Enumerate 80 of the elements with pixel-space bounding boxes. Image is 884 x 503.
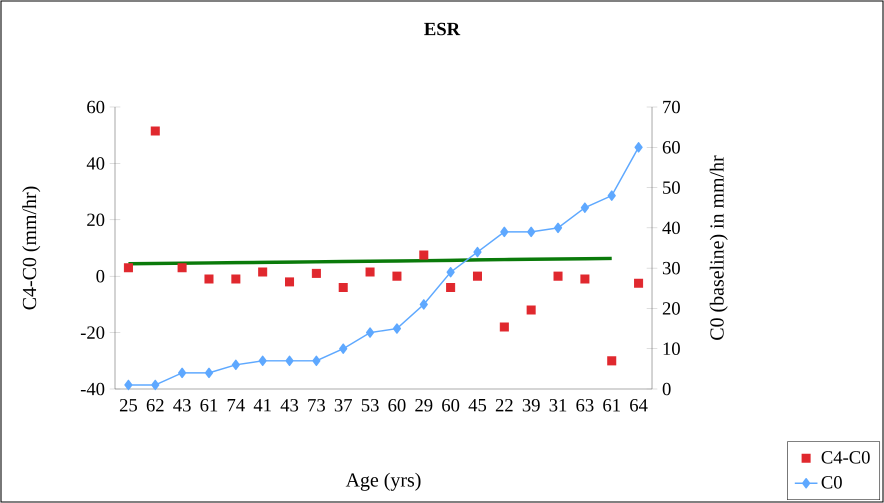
x-tick-label: 63 (576, 399, 594, 412)
legend-label: C0 (822, 476, 842, 489)
point (151, 380, 160, 390)
x-tick-label: 62 (146, 399, 164, 412)
y2-tick-label: 70 (663, 100, 680, 114)
x-tick-label: 53 (362, 399, 379, 412)
point (338, 282, 348, 292)
x-tick-label: 43 (280, 399, 298, 412)
y-axis-title: C4-C0 (mm/hr) (22, 186, 40, 310)
point (285, 356, 294, 366)
x-tick-label: 25 (120, 399, 138, 412)
point (634, 278, 644, 288)
point (178, 263, 187, 272)
y-tick-label: -20 (80, 326, 104, 339)
point (500, 322, 509, 332)
point (634, 142, 643, 153)
point (258, 356, 267, 366)
point (446, 282, 456, 292)
x-tick-label: 60 (388, 399, 406, 412)
point (366, 267, 375, 276)
y-tick-label: -40 (80, 382, 104, 396)
point (527, 226, 536, 238)
x-tick-label: 61 (200, 399, 218, 412)
point (204, 274, 214, 284)
point (580, 274, 590, 284)
x-tick-label: 74 (228, 398, 245, 412)
y-tick-label: 40 (86, 157, 104, 170)
point (204, 368, 214, 378)
point (554, 222, 562, 234)
point (178, 368, 186, 378)
point (258, 267, 268, 276)
point (124, 380, 133, 390)
legend-label: C4-C0 (822, 451, 870, 464)
point (554, 272, 563, 281)
x-tick-label: 45 (468, 398, 486, 412)
point (392, 323, 402, 334)
point (339, 343, 348, 354)
point (312, 268, 321, 278)
chart-title: ESR (424, 22, 460, 36)
point (285, 277, 294, 286)
point (500, 226, 508, 238)
y2-tick-label: 50 (663, 181, 680, 194)
y2-tick-label: 30 (662, 262, 680, 274)
point (420, 299, 428, 310)
point (526, 306, 536, 315)
point (366, 327, 374, 338)
y2-tick-label: 10 (664, 342, 680, 355)
y2-tick-label: 20 (662, 302, 680, 315)
point (472, 272, 482, 281)
y2-axis-title: C0 (baseline) in mm/hr (710, 155, 728, 340)
point (150, 126, 160, 136)
point (231, 274, 240, 284)
x-tick-label: 73 (308, 399, 325, 412)
x-axis-title: Age (yrs) (346, 472, 420, 491)
y2-tick-label: 40 (662, 222, 680, 234)
x-tick-label: 61 (603, 399, 620, 412)
point (419, 250, 428, 260)
point (580, 202, 589, 213)
x-tick-label: 39 (522, 399, 540, 412)
y-tick-label: 20 (87, 214, 104, 226)
point (607, 356, 616, 366)
point (392, 272, 402, 281)
x-tick-label: 60 (442, 399, 460, 412)
x-tick-label: 37 (334, 399, 352, 412)
point (312, 356, 320, 366)
x-tick-label: 64 (630, 399, 648, 412)
x-tick-label: 31 (550, 399, 566, 412)
y2-tick-label: 0 (662, 382, 671, 396)
x-tick-label: 41 (254, 398, 271, 412)
point (124, 263, 133, 272)
point (446, 266, 455, 278)
point (608, 190, 616, 201)
y-tick-label: 60 (87, 100, 104, 114)
x-tick-label: 22 (496, 399, 513, 412)
x-tick-label: 29 (415, 399, 432, 412)
y2-tick-label: 60 (662, 141, 680, 154)
point (232, 360, 240, 370)
point (473, 246, 482, 258)
y-tick-label: 0 (96, 270, 104, 282)
x-tick-label: 43 (173, 399, 191, 412)
